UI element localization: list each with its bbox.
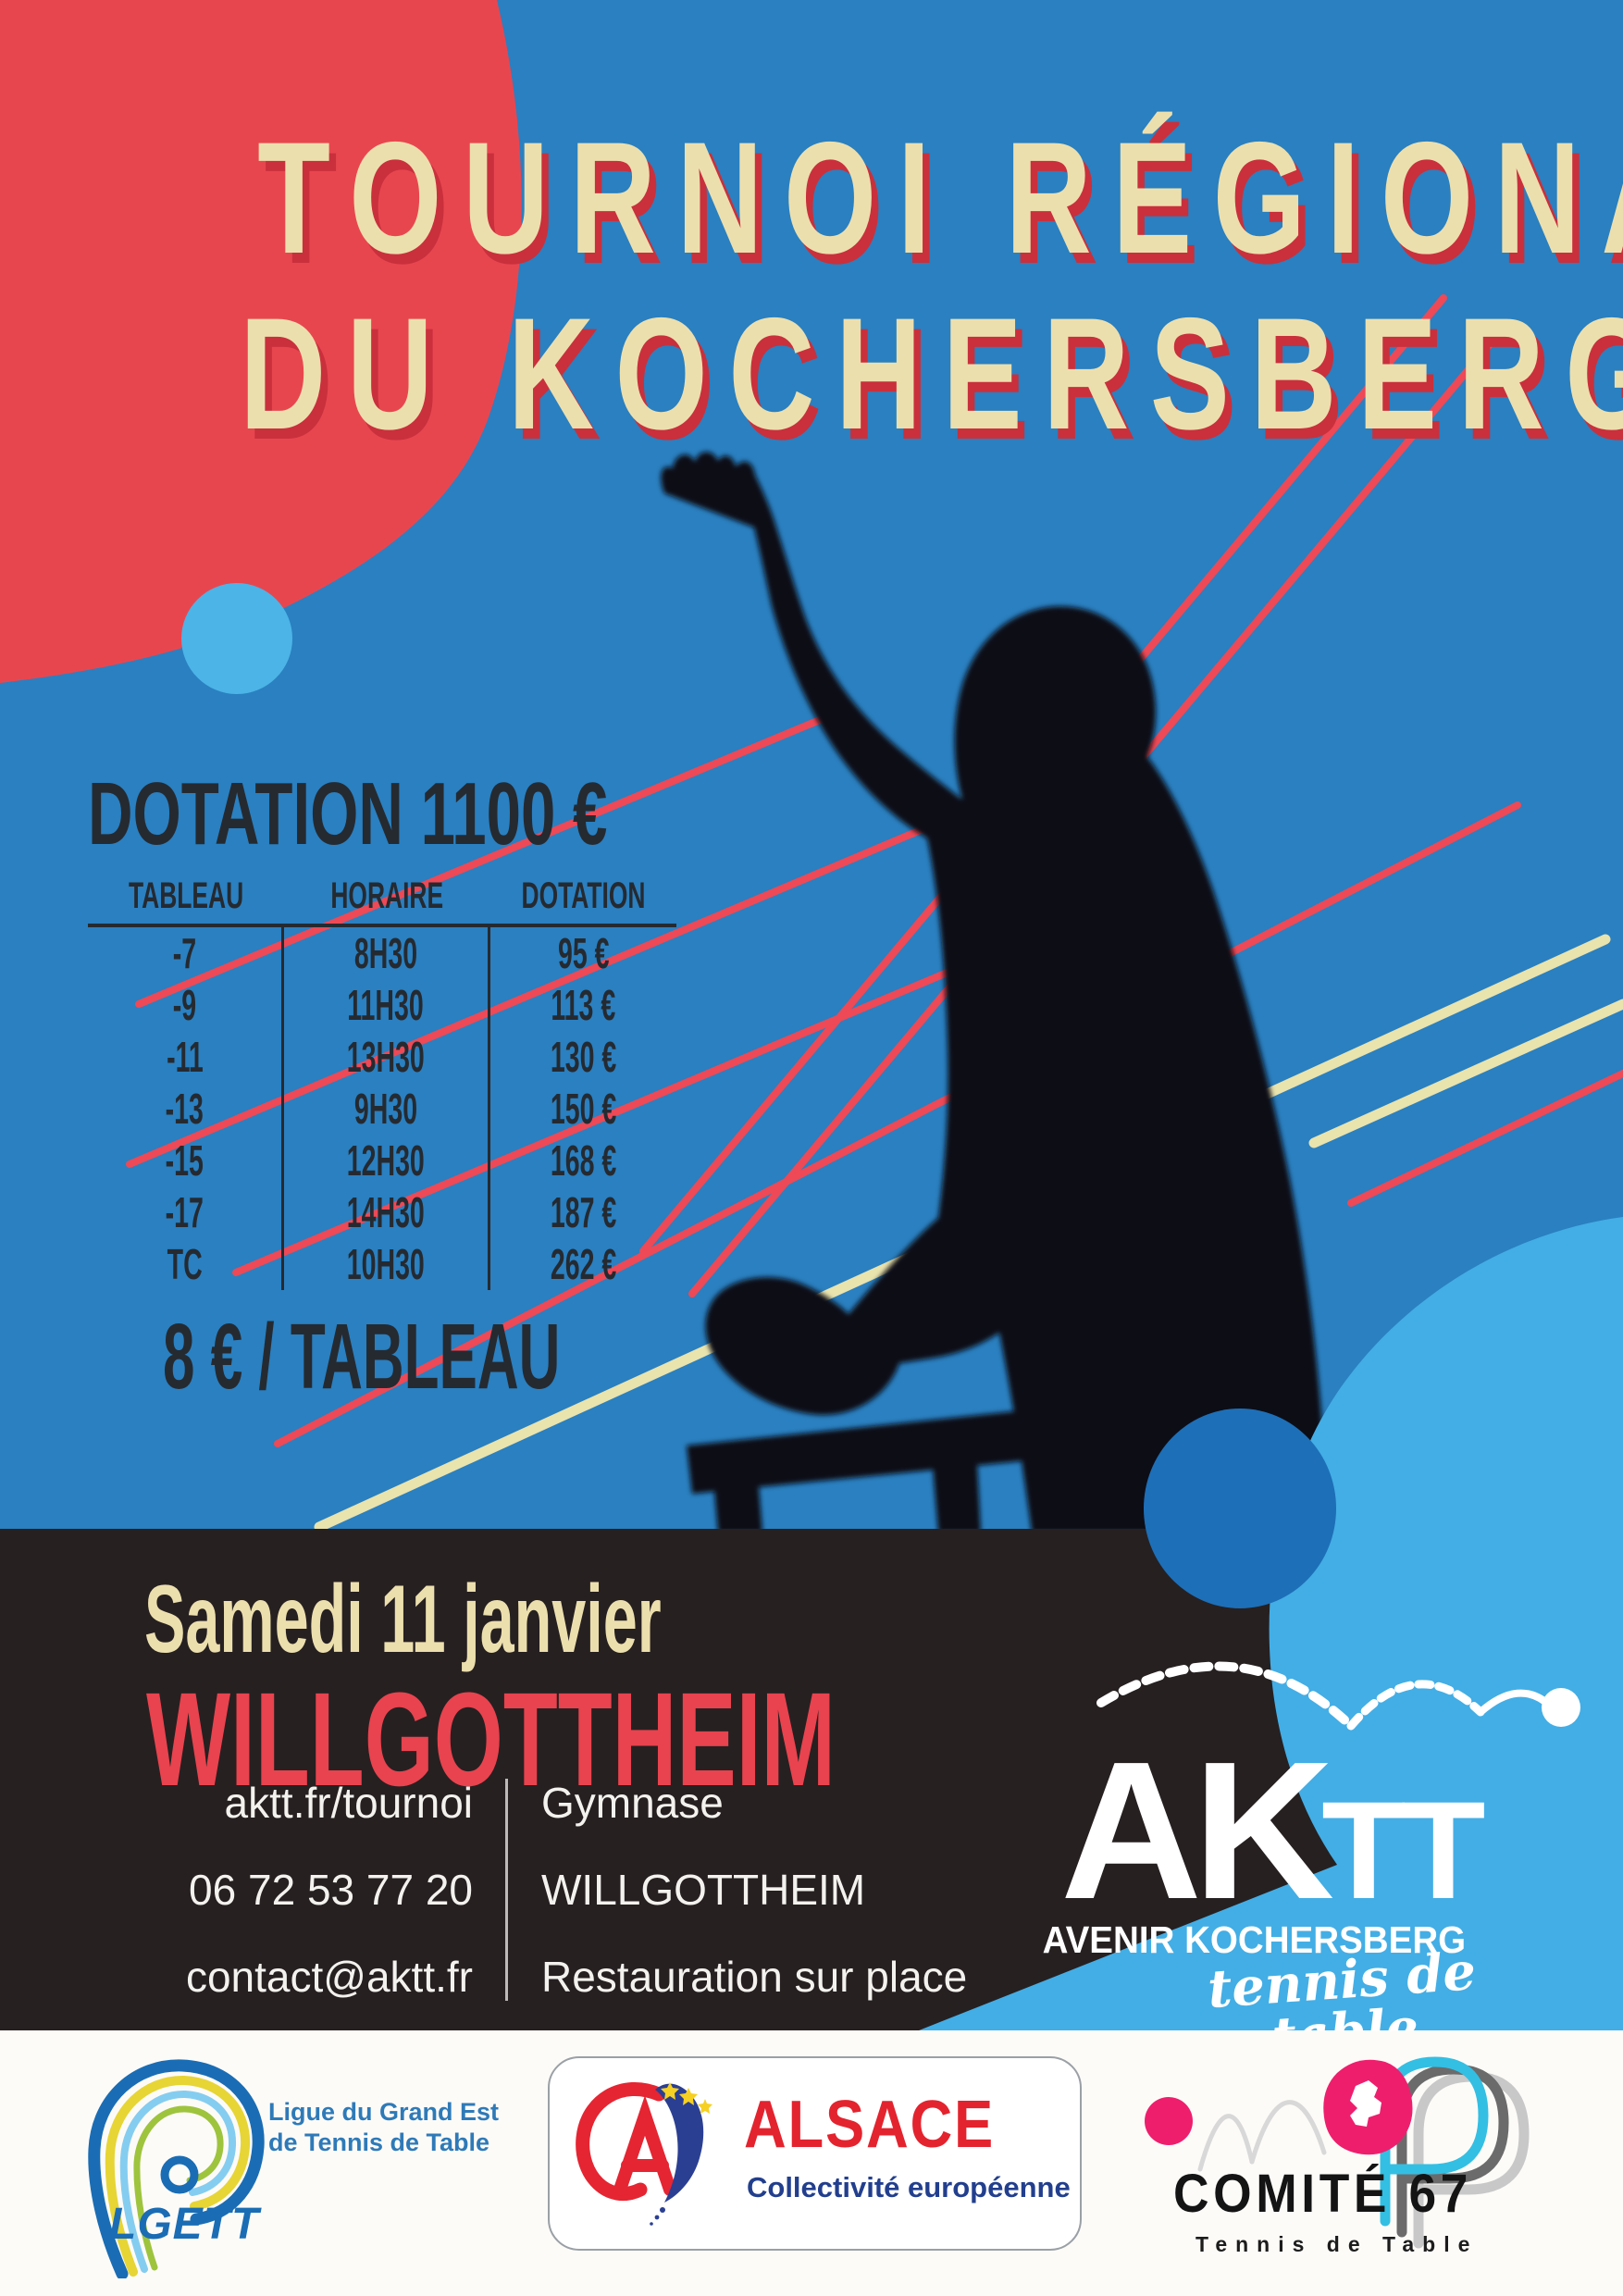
- table-row: -13 9H30 150 €: [88, 1083, 676, 1135]
- aktt-bounce-arcs-icon: [1096, 1661, 1580, 1731]
- venue-column: Gymnase WILLGOTTHEIM Restauration sur pl…: [541, 1759, 1022, 2020]
- comite67-subtitle: Tennis de Table: [1196, 2232, 1479, 2256]
- lgett-logo-icon: [88, 2059, 265, 2278]
- aktt-acronym-tt: TT: [1321, 1772, 1485, 1928]
- table-row: TC 10H30 262 €: [88, 1238, 676, 1290]
- aktt-club-name: AVENIR KOCHERSBERG: [1042, 1918, 1467, 1961]
- venue-name: Gymnase: [541, 1779, 724, 1827]
- title-line-1: TOURNOI RÉGIONAL: [257, 109, 1623, 287]
- lgett-name-line2: de Tennis de Table: [268, 2128, 490, 2156]
- contact-venue-divider: [505, 1779, 508, 2001]
- diagonal-lines-bottom-right: [1308, 999, 1623, 1207]
- alsace-logo-box: ALSACE Collectivité européenne: [548, 2056, 1082, 2251]
- venue-catering: Restauration sur place: [541, 1953, 968, 2001]
- event-date: Samedi 11 janvier: [144, 1566, 662, 1673]
- table-silhouette-graphic: [687, 1410, 1029, 1533]
- table-row: -15 12H30 168 €: [88, 1135, 676, 1186]
- player-silhouette-graphic: [661, 452, 1327, 1533]
- alsace-logo-icon: [576, 2082, 712, 2226]
- lightblue-blob: [910, 1217, 1623, 2034]
- prize-table-header: TABLEAU HORAIRE DOTATION: [88, 868, 676, 927]
- table-row: -17 14H30 187 €: [88, 1186, 676, 1238]
- title-line-2: DU KOCHERSBERG: [240, 285, 1623, 463]
- comite67-logo-icon: [1145, 2056, 1530, 2249]
- alsace-name: ALSACE: [744, 2088, 996, 2162]
- entry-fee: 8 € / TABLEAU: [163, 1305, 561, 1409]
- col-header-dotation: DOTATION: [521, 875, 646, 916]
- contact-website: aktt.fr/tournoi: [224, 1779, 473, 1827]
- venue-city: WILLGOTTHEIM: [541, 1866, 866, 1914]
- red-blob-shape: [0, 0, 522, 683]
- aktt-acronym-ak: AK: [1060, 1720, 1334, 1940]
- contact-column: aktt.fr/tournoi 06 72 53 77 20 contact@a…: [139, 1759, 473, 2020]
- lgett-name-line1: Ligue du Grand Est: [268, 2098, 500, 2126]
- alsace-subtitle: Collectivité européenne: [747, 2171, 1071, 2203]
- lgett-name: Ligue du Grand Est de Tennis de Table: [268, 2097, 499, 2158]
- lgett-acronym: LGETT: [109, 2200, 260, 2249]
- contact-email: contact@aktt.fr: [185, 1953, 473, 2001]
- aktt-acronym: AK TT: [1060, 1720, 1485, 1940]
- contact-phone: 06 72 53 77 20: [189, 1866, 473, 1914]
- table-row: -11 13H30 130 €: [88, 1031, 676, 1083]
- col-header-horaire: HORAIRE: [330, 875, 444, 916]
- table-row: -7 8H30 95 €: [88, 927, 676, 979]
- sponsor-footer: LGETT Ligue du Grand Est de Tennis de Ta…: [0, 2030, 1623, 2296]
- comite67-name: COMITÉ 67: [1173, 2164, 1473, 2224]
- small-blue-circle: [181, 583, 292, 694]
- col-header-tableau: TABLEAU: [128, 875, 244, 916]
- prize-heading: DOTATION 1100 €: [88, 764, 608, 863]
- table-row: -9 11H30 113 €: [88, 979, 676, 1031]
- darkblue-circle: [1144, 1409, 1336, 1608]
- event-city: WILLGOTTHEIM: [146, 1665, 836, 1814]
- prize-table: TABLEAU HORAIRE DOTATION -7 8H30 95 € -9…: [88, 868, 676, 1290]
